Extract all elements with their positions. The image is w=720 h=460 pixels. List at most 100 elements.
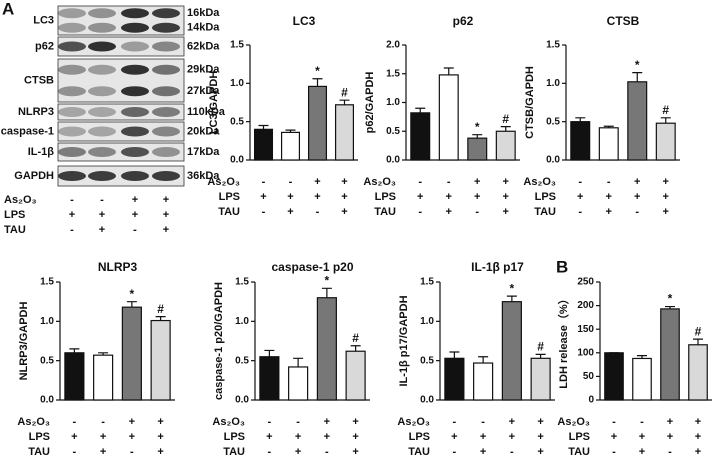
treatment-sign: +: [132, 209, 138, 221]
blot-band: [88, 147, 116, 157]
error-bar: [535, 353, 546, 359]
error-bar: [126, 301, 137, 308]
bar: [467, 137, 488, 161]
chart-title: NLRP3: [98, 260, 138, 274]
y-tick-label: 0.0: [386, 155, 400, 166]
y-axis-label: IL-1β p17/GAPDH: [398, 295, 410, 386]
y-axis-label: p62/GAPDH: [364, 72, 376, 134]
bar: [316, 297, 337, 401]
bar: [598, 127, 619, 161]
y-tick-label: 1.0: [230, 78, 244, 89]
treatment-sign: +: [634, 176, 640, 188]
treatment-sign: +: [634, 191, 640, 203]
significance-mark: *: [635, 58, 640, 72]
treatment-sign: -: [316, 206, 320, 218]
treatment-label: As₂O₃: [17, 416, 50, 428]
blot-label: caspase-1: [1, 125, 54, 137]
bar: [660, 308, 680, 401]
chart-title: IL-1β p17: [471, 260, 524, 274]
y-tick-label: 250: [577, 277, 594, 288]
blot-band: [88, 86, 116, 97]
treatment-sign: -: [640, 416, 644, 428]
significance-mark: #: [341, 85, 348, 99]
treatment-sign: +: [503, 206, 509, 218]
error-bar: [443, 67, 454, 75]
treatment-sign: +: [314, 191, 320, 203]
bar: [501, 301, 522, 401]
error-bar: [632, 72, 643, 82]
treatment-label: LPS: [224, 431, 245, 443]
bar: [410, 112, 431, 161]
treatment-sign: -: [268, 416, 272, 428]
blot-band: [58, 86, 86, 97]
error-bar: [98, 352, 109, 356]
error-bar: [350, 345, 361, 352]
y-tick-label: 2.0: [386, 40, 400, 51]
treatment-sign: -: [100, 194, 104, 206]
treatment-sign: -: [418, 206, 422, 218]
treatment-sign: -: [73, 446, 77, 458]
blot-band: [58, 64, 86, 75]
blot-band: [152, 86, 180, 97]
y-tick-label: 1.5: [235, 277, 249, 288]
blot-band: [152, 8, 180, 19]
significance-mark: *: [510, 281, 515, 295]
treatment-sign: +: [287, 206, 293, 218]
y-tick-label: 0.0: [546, 155, 560, 166]
treatment-label: LPS: [4, 209, 25, 221]
treatment-sign: +: [352, 416, 358, 428]
significance-mark: #: [537, 340, 544, 354]
blot-band: [88, 22, 116, 33]
treatment-label: As₂O₃: [212, 416, 245, 428]
blot-band: [152, 64, 180, 75]
treatment-sign: +: [69, 209, 75, 221]
treatment-sign: +: [163, 194, 169, 206]
treatment-sign: +: [446, 206, 452, 218]
y-tick-label: 1.5: [546, 40, 560, 51]
error-bar: [575, 117, 586, 122]
y-tick-label: 1.0: [420, 316, 434, 327]
significance-mark: #: [695, 324, 702, 338]
treatment-sign: -: [73, 416, 77, 428]
significance-mark: *: [130, 287, 135, 301]
error-bar: [69, 348, 80, 353]
blot-band: [88, 8, 116, 19]
y-tick-label: 0.5: [40, 355, 54, 366]
treatment-sign: +: [537, 446, 543, 458]
bar: [627, 81, 648, 161]
error-bar: [293, 357, 304, 367]
treatment-label: TAU: [28, 446, 50, 458]
treatment-sign: -: [453, 416, 457, 428]
treatment-sign: +: [324, 416, 330, 428]
blot-label: IL-1β: [28, 146, 55, 158]
y-tick-label: 1.0: [40, 316, 54, 327]
treatment-sign: +: [295, 431, 301, 443]
treatment-sign: -: [481, 416, 485, 428]
bar: [655, 122, 676, 161]
treatment-sign: +: [341, 206, 347, 218]
treatment-label: LPS: [219, 191, 240, 203]
treatment-sign: +: [639, 446, 645, 458]
treatment-label: TAU: [4, 224, 26, 236]
treatment-sign: +: [695, 446, 701, 458]
blot-size: 29kDa: [187, 64, 220, 76]
treatment-sign: +: [100, 431, 106, 443]
error-bar: [415, 107, 426, 113]
blot-size: 110kDa: [187, 106, 226, 118]
treatment-sign: +: [577, 191, 583, 203]
bar: [64, 352, 85, 401]
bar: [93, 354, 114, 401]
treatment-sign: +: [266, 431, 272, 443]
y-tick-label: 0.0: [420, 395, 434, 406]
bar: [688, 344, 708, 401]
bar: [121, 306, 142, 401]
blot-band: [88, 107, 116, 117]
blot-size: 62kDa: [187, 40, 220, 52]
significance-mark: *: [315, 64, 320, 78]
treatment-label: LPS: [29, 431, 50, 443]
treatment-sign: +: [99, 209, 105, 221]
treatment-sign: +: [324, 431, 330, 443]
treatment-label: As₂O₃: [207, 176, 240, 188]
error-bar: [603, 125, 614, 128]
y-axis-label: LDH release（%）: [557, 293, 570, 388]
